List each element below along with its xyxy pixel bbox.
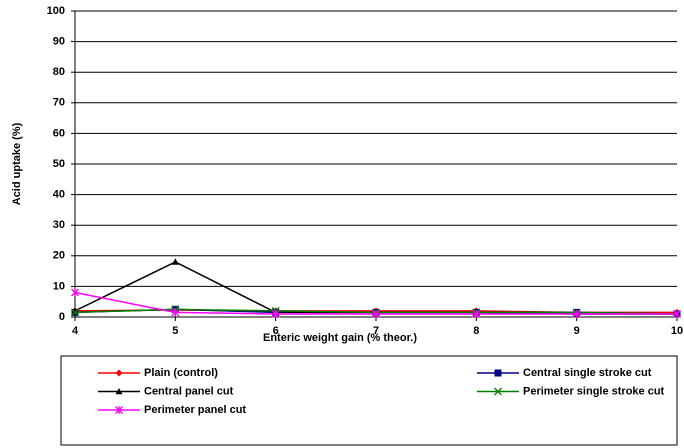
y-axis-label: Acid uptake (%) [11, 122, 23, 205]
marker [71, 308, 79, 317]
y-tick-label: 30 [53, 219, 65, 231]
marker [115, 406, 123, 414]
marker [372, 309, 380, 318]
y-tick-label: 70 [53, 97, 65, 109]
marker [673, 309, 681, 318]
y-tick-label: 60 [53, 127, 65, 139]
x-tick-label: 4 [72, 325, 79, 337]
y-tick-label: 100 [47, 5, 65, 17]
y-tick-label: 20 [53, 250, 65, 262]
marker [494, 369, 502, 377]
x-tick-label: 9 [574, 325, 580, 337]
x-tick-label: 7 [373, 325, 379, 337]
legend-label: Central panel cut [144, 385, 234, 397]
x-axis-label: Enteric weight gain (% theor.) [263, 332, 417, 344]
y-tick-label: 10 [53, 280, 65, 292]
x-tick-label: 5 [172, 325, 178, 337]
marker [115, 388, 123, 395]
legend-label: Central single stroke cut [523, 367, 652, 379]
legend-label: Perimeter panel cut [144, 404, 246, 416]
x-tick-label: 8 [473, 325, 479, 337]
y-tick-label: 90 [53, 36, 65, 48]
series-line [74, 261, 677, 315]
marker [572, 309, 581, 318]
marker [171, 308, 180, 317]
x-tick-label: 6 [273, 325, 279, 337]
marker [171, 258, 179, 265]
marker [115, 369, 123, 377]
legend-box [60, 355, 678, 446]
legend-label: Perimeter single stroke cut [523, 385, 665, 397]
y-tick-label: 50 [53, 158, 65, 170]
x-tick-label: 10 [671, 325, 683, 337]
y-tick-label: 40 [53, 189, 65, 201]
y-tick-label: 0 [59, 311, 65, 323]
marker [271, 309, 280, 318]
marker [472, 309, 481, 318]
legend-label: Plain (control) [144, 367, 218, 379]
marker [71, 288, 79, 297]
y-tick-label: 80 [53, 66, 65, 78]
marker [494, 387, 502, 396]
